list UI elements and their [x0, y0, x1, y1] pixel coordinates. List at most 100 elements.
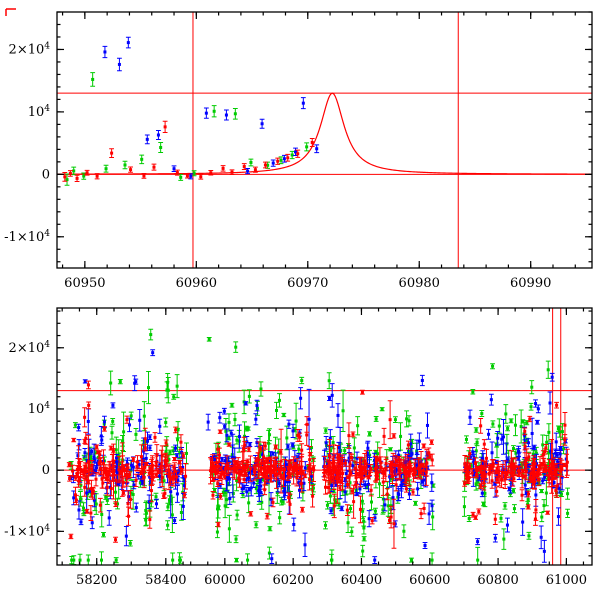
data-point — [220, 457, 224, 461]
data-point — [121, 481, 125, 485]
data-point — [369, 488, 373, 492]
data-point — [330, 476, 334, 480]
data-point — [192, 171, 196, 175]
data-point — [90, 449, 94, 453]
data-point — [167, 468, 171, 472]
data-point — [259, 387, 263, 391]
data-point — [474, 482, 478, 486]
data-point — [224, 475, 228, 479]
data-point — [327, 379, 331, 383]
data-point — [394, 483, 398, 487]
data-point — [543, 475, 547, 479]
data-point — [184, 474, 188, 478]
data-point — [375, 465, 379, 469]
data-point — [227, 443, 231, 447]
data-point — [551, 460, 555, 464]
data-point — [502, 537, 506, 541]
data-point — [166, 388, 170, 392]
data-point — [428, 455, 432, 459]
data-point — [233, 112, 237, 116]
data-point — [418, 473, 422, 477]
data-point — [324, 441, 328, 445]
data-point — [83, 469, 87, 473]
data-point — [500, 478, 504, 482]
data-point — [416, 487, 420, 491]
data-point — [259, 450, 263, 454]
data-point — [79, 469, 83, 473]
data-point — [397, 453, 401, 457]
red-series — [66, 380, 570, 549]
data-point — [155, 453, 159, 457]
data-point — [214, 472, 218, 476]
data-point — [258, 443, 262, 447]
data-point — [75, 467, 79, 471]
data-point — [328, 494, 332, 498]
data-point — [275, 408, 279, 412]
data-point — [100, 512, 104, 516]
data-point — [544, 446, 548, 450]
data-point — [244, 401, 248, 405]
data-point — [365, 451, 369, 455]
data-point — [471, 513, 475, 517]
data-point — [127, 495, 131, 499]
data-point — [344, 472, 348, 476]
data-point — [85, 171, 89, 175]
data-point — [159, 465, 163, 469]
data-point — [530, 385, 534, 389]
data-point — [512, 464, 516, 468]
data-point — [404, 476, 408, 480]
data-point — [482, 442, 486, 446]
data-point — [406, 443, 410, 447]
data-point — [290, 465, 294, 469]
data-point — [173, 519, 177, 523]
data-point — [525, 457, 529, 461]
data-point — [242, 165, 246, 169]
data-point — [89, 487, 93, 491]
data-point — [252, 470, 256, 474]
x-tick-label: 60600 — [409, 573, 450, 588]
data-point — [363, 459, 367, 463]
data-point — [480, 465, 484, 469]
data-point — [174, 446, 178, 450]
data-point — [148, 446, 152, 450]
data-point — [256, 464, 260, 468]
data-point — [534, 451, 538, 455]
data-point — [508, 492, 512, 496]
data-point — [230, 403, 234, 407]
data-point — [338, 486, 342, 490]
data-point — [525, 491, 529, 495]
data-point — [353, 466, 357, 470]
data-point — [525, 439, 529, 443]
data-point — [307, 417, 311, 421]
data-point — [204, 111, 208, 115]
data-point — [465, 467, 469, 471]
data-point — [242, 486, 246, 490]
data-point — [77, 426, 81, 430]
data-point — [328, 470, 332, 474]
data-point — [77, 479, 81, 483]
data-point — [276, 159, 280, 163]
data-point — [98, 453, 102, 457]
data-point — [328, 467, 332, 471]
data-point — [541, 462, 545, 466]
data-point — [298, 435, 302, 439]
data-point — [560, 466, 564, 470]
data-point — [95, 174, 99, 178]
data-point — [360, 499, 364, 503]
data-point — [131, 465, 135, 469]
data-point — [72, 558, 76, 562]
data-point — [549, 449, 553, 453]
data-point — [149, 333, 153, 337]
data-point — [247, 447, 251, 451]
data-point — [427, 512, 431, 516]
data-point — [99, 434, 103, 438]
data-point — [159, 145, 163, 149]
data-point — [249, 160, 253, 164]
data-point — [105, 498, 109, 502]
data-point — [86, 420, 90, 424]
data-point — [545, 468, 549, 472]
data-point — [399, 434, 403, 438]
data-point — [423, 467, 427, 471]
data-point — [488, 466, 492, 470]
data-point — [279, 158, 283, 162]
